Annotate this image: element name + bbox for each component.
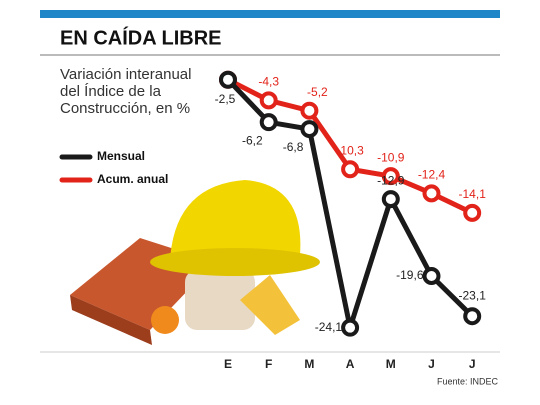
legend-label: Mensual <box>97 149 145 163</box>
value-label: -23,1 <box>459 288 487 302</box>
point <box>341 160 360 179</box>
value-label: -6,8 <box>283 140 304 154</box>
value-label: -5,2 <box>307 85 328 99</box>
point <box>463 203 482 222</box>
point <box>341 318 360 337</box>
value-label: -12,9 <box>377 173 405 187</box>
legend-label: Acum. anual <box>97 172 168 186</box>
value-label: -10,9 <box>377 150 405 164</box>
point <box>422 184 441 203</box>
chart-title: EN CAÍDA LIBRE <box>60 26 221 49</box>
point <box>259 113 278 132</box>
x-tick-label: F <box>265 357 272 371</box>
x-tick-label: M <box>304 357 314 371</box>
point <box>300 101 319 120</box>
value-label: -10,3 <box>336 143 364 157</box>
x-tick-label: E <box>224 357 232 371</box>
subtitle: Variación interanual del Índice de la Co… <box>60 66 192 117</box>
value-label: -4,3 <box>258 75 279 89</box>
x-tick-label: J <box>428 357 435 371</box>
point <box>422 267 441 286</box>
point <box>259 91 278 110</box>
value-label: -19,6 <box>396 268 424 282</box>
point <box>381 167 400 186</box>
value-label: -24,1 <box>315 320 343 334</box>
point <box>219 70 237 89</box>
header-bar <box>40 10 500 18</box>
x-tick-label: J <box>469 357 476 371</box>
illustration <box>70 180 320 345</box>
point <box>463 307 482 326</box>
point <box>381 190 400 209</box>
x-tick-label: M <box>386 357 396 371</box>
value-label: -6,2 <box>242 133 263 147</box>
x-tick-label: A <box>346 357 355 371</box>
value-label: -2,5 <box>215 92 236 106</box>
value-label: -12,4 <box>418 168 446 182</box>
value-label: -14,1 <box>459 187 487 201</box>
source: Fuente: INDEC <box>437 376 499 386</box>
point <box>300 120 319 139</box>
